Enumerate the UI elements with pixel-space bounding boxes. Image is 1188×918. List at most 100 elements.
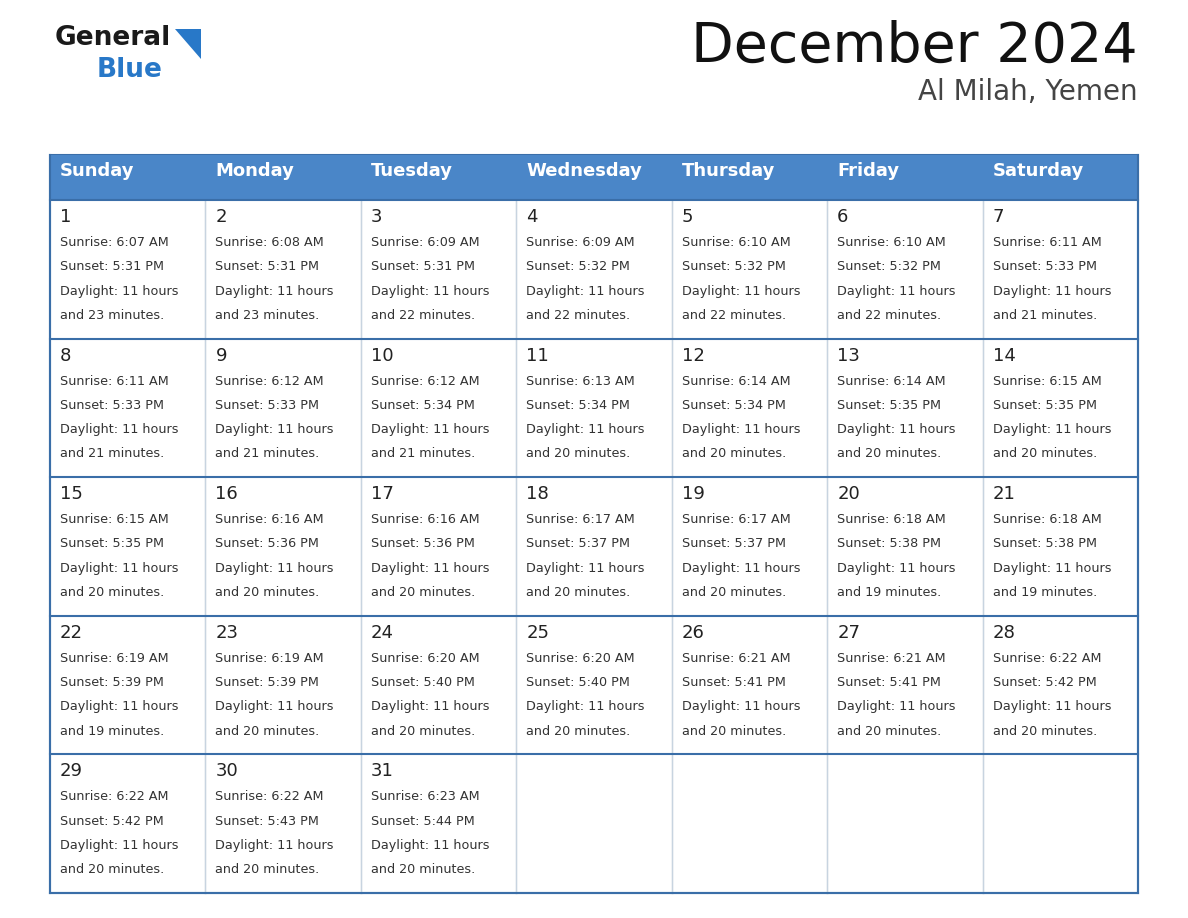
Text: and 20 minutes.: and 20 minutes.: [682, 586, 786, 599]
Text: Sunrise: 6:10 AM: Sunrise: 6:10 AM: [682, 236, 790, 249]
Text: Sunset: 5:34 PM: Sunset: 5:34 PM: [682, 398, 785, 412]
Text: 30: 30: [215, 763, 238, 780]
Text: Daylight: 11 hours: Daylight: 11 hours: [682, 285, 801, 297]
Text: Daylight: 11 hours: Daylight: 11 hours: [682, 562, 801, 575]
Text: Sunrise: 6:17 AM: Sunrise: 6:17 AM: [526, 513, 636, 526]
Bar: [982, 339, 1138, 477]
Text: 1: 1: [61, 208, 71, 226]
Text: and 20 minutes.: and 20 minutes.: [371, 586, 475, 599]
Text: Daylight: 11 hours: Daylight: 11 hours: [215, 423, 334, 436]
Text: Sunset: 5:34 PM: Sunset: 5:34 PM: [371, 398, 475, 412]
Text: and 20 minutes.: and 20 minutes.: [215, 863, 320, 876]
Text: 24: 24: [371, 624, 394, 642]
Text: Daylight: 11 hours: Daylight: 11 hours: [992, 423, 1111, 436]
Text: Daylight: 11 hours: Daylight: 11 hours: [371, 423, 489, 436]
Bar: [50, 616, 206, 755]
Text: Sunrise: 6:14 AM: Sunrise: 6:14 AM: [682, 375, 790, 387]
Text: Sunrise: 6:20 AM: Sunrise: 6:20 AM: [526, 652, 634, 665]
Bar: [361, 200, 517, 339]
Text: Sunset: 5:36 PM: Sunset: 5:36 PM: [215, 537, 320, 551]
Text: Sunset: 5:33 PM: Sunset: 5:33 PM: [215, 398, 320, 412]
Text: Sunrise: 6:16 AM: Sunrise: 6:16 AM: [215, 513, 324, 526]
Text: Daylight: 11 hours: Daylight: 11 hours: [526, 700, 645, 713]
Text: Sunday: Sunday: [61, 162, 134, 180]
Text: Sunrise: 6:22 AM: Sunrise: 6:22 AM: [61, 790, 169, 803]
Bar: [50, 755, 206, 893]
Text: General: General: [55, 25, 171, 51]
Text: Saturday: Saturday: [992, 162, 1083, 180]
Bar: [671, 339, 827, 477]
Bar: [671, 200, 827, 339]
Text: Sunset: 5:35 PM: Sunset: 5:35 PM: [61, 537, 164, 551]
Text: Sunrise: 6:14 AM: Sunrise: 6:14 AM: [838, 375, 946, 387]
Text: 22: 22: [61, 624, 83, 642]
Text: Sunset: 5:31 PM: Sunset: 5:31 PM: [371, 261, 475, 274]
Text: Sunrise: 6:12 AM: Sunrise: 6:12 AM: [215, 375, 324, 387]
Text: Sunset: 5:37 PM: Sunset: 5:37 PM: [526, 537, 631, 551]
Bar: [517, 200, 671, 339]
Text: 17: 17: [371, 486, 393, 503]
Text: Sunset: 5:42 PM: Sunset: 5:42 PM: [61, 814, 164, 828]
Bar: [50, 477, 206, 616]
Text: Al Milah, Yemen: Al Milah, Yemen: [918, 78, 1138, 106]
Bar: [827, 755, 982, 893]
Text: 5: 5: [682, 208, 694, 226]
Bar: [361, 616, 517, 755]
Text: and 21 minutes.: and 21 minutes.: [992, 308, 1097, 322]
Bar: [517, 477, 671, 616]
Bar: [671, 616, 827, 755]
Text: 7: 7: [992, 208, 1004, 226]
Text: and 20 minutes.: and 20 minutes.: [838, 447, 941, 460]
Text: and 20 minutes.: and 20 minutes.: [526, 586, 631, 599]
Bar: [206, 755, 361, 893]
Bar: [827, 616, 982, 755]
Bar: [982, 200, 1138, 339]
Text: Sunset: 5:32 PM: Sunset: 5:32 PM: [526, 261, 630, 274]
Bar: [206, 477, 361, 616]
Text: Daylight: 11 hours: Daylight: 11 hours: [215, 285, 334, 297]
Text: Sunset: 5:31 PM: Sunset: 5:31 PM: [215, 261, 320, 274]
Text: Sunset: 5:39 PM: Sunset: 5:39 PM: [215, 676, 320, 689]
Text: Sunset: 5:33 PM: Sunset: 5:33 PM: [992, 261, 1097, 274]
Text: and 20 minutes.: and 20 minutes.: [371, 863, 475, 876]
Text: 25: 25: [526, 624, 549, 642]
Text: and 20 minutes.: and 20 minutes.: [992, 724, 1097, 737]
Text: December 2024: December 2024: [691, 20, 1138, 74]
Text: Sunrise: 6:23 AM: Sunrise: 6:23 AM: [371, 790, 480, 803]
Text: Daylight: 11 hours: Daylight: 11 hours: [992, 285, 1111, 297]
Text: and 20 minutes.: and 20 minutes.: [215, 586, 320, 599]
Text: and 22 minutes.: and 22 minutes.: [682, 308, 785, 322]
Text: Daylight: 11 hours: Daylight: 11 hours: [371, 839, 489, 852]
Text: Daylight: 11 hours: Daylight: 11 hours: [371, 285, 489, 297]
Text: Daylight: 11 hours: Daylight: 11 hours: [526, 562, 645, 575]
Bar: [517, 755, 671, 893]
Text: Wednesday: Wednesday: [526, 162, 643, 180]
Text: 21: 21: [992, 486, 1016, 503]
Text: Sunset: 5:38 PM: Sunset: 5:38 PM: [992, 537, 1097, 551]
Text: 10: 10: [371, 347, 393, 364]
Text: Sunset: 5:32 PM: Sunset: 5:32 PM: [838, 261, 941, 274]
Text: and 19 minutes.: and 19 minutes.: [992, 586, 1097, 599]
Text: Sunset: 5:34 PM: Sunset: 5:34 PM: [526, 398, 630, 412]
Text: Friday: Friday: [838, 162, 899, 180]
Text: and 20 minutes.: and 20 minutes.: [838, 724, 941, 737]
Text: Sunrise: 6:15 AM: Sunrise: 6:15 AM: [61, 513, 169, 526]
Text: Sunset: 5:37 PM: Sunset: 5:37 PM: [682, 537, 785, 551]
Text: Sunrise: 6:11 AM: Sunrise: 6:11 AM: [61, 375, 169, 387]
Text: 27: 27: [838, 624, 860, 642]
Text: and 21 minutes.: and 21 minutes.: [215, 447, 320, 460]
Text: Tuesday: Tuesday: [371, 162, 453, 180]
Text: 4: 4: [526, 208, 538, 226]
Text: 14: 14: [992, 347, 1016, 364]
Text: and 20 minutes.: and 20 minutes.: [526, 724, 631, 737]
Text: Sunset: 5:40 PM: Sunset: 5:40 PM: [526, 676, 630, 689]
Text: 8: 8: [61, 347, 71, 364]
Text: Daylight: 11 hours: Daylight: 11 hours: [682, 700, 801, 713]
Text: Daylight: 11 hours: Daylight: 11 hours: [838, 562, 955, 575]
Text: Daylight: 11 hours: Daylight: 11 hours: [61, 562, 178, 575]
Text: Sunrise: 6:21 AM: Sunrise: 6:21 AM: [838, 652, 946, 665]
Text: Sunset: 5:38 PM: Sunset: 5:38 PM: [838, 537, 941, 551]
Text: Sunset: 5:40 PM: Sunset: 5:40 PM: [371, 676, 475, 689]
Text: 31: 31: [371, 763, 393, 780]
Text: and 20 minutes.: and 20 minutes.: [682, 447, 786, 460]
